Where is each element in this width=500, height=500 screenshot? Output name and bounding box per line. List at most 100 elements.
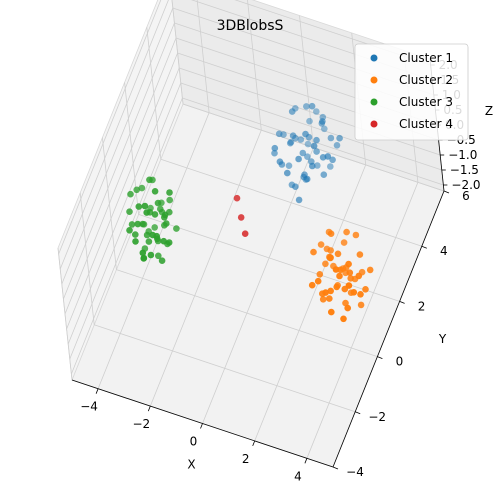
data-point-cluster-1: [297, 136, 305, 143]
x-tick-label: −4: [80, 400, 98, 414]
data-point-cluster-1: [313, 148, 320, 155]
z-axis-label: Z: [485, 104, 493, 118]
y-tick-label: 2: [418, 299, 426, 313]
grid-line-z-side: [64, 37, 177, 315]
grid-line-z-side: [67, 67, 180, 345]
data-point-cluster-2: [345, 260, 352, 268]
y-tick-mark: [399, 301, 405, 304]
data-point-cluster-1: [284, 169, 291, 177]
data-point-cluster-1: [299, 149, 307, 157]
data-point-cluster-4: [241, 230, 249, 237]
data-point-cluster-1: [320, 171, 328, 178]
data-point-cluster-3: [149, 231, 156, 239]
grid-line-z-back: [179, 67, 441, 156]
data-point-cluster-3: [151, 211, 159, 218]
data-point-cluster-3: [132, 238, 139, 245]
grid-line-x-floor: [97, 112, 210, 389]
grid-line-z-side: [70, 97, 183, 375]
data-point-cluster-1: [292, 183, 299, 190]
data-point-cluster-1: [303, 175, 311, 183]
data-point-cluster-2: [357, 301, 365, 309]
grid-line-y-floor: [94, 324, 356, 413]
data-point-cluster-1: [302, 130, 309, 138]
data-point-cluster-3: [128, 221, 136, 228]
data-point-cluster-1: [275, 130, 283, 138]
data-point-cluster-3: [157, 205, 164, 213]
data-point-cluster-3: [145, 238, 153, 245]
data-point-cluster-1: [336, 134, 343, 142]
data-point-cluster-1: [287, 139, 294, 147]
data-point-cluster-1: [304, 140, 312, 148]
x-axis-label: X: [187, 458, 195, 472]
grid-line-z-side: [63, 22, 175, 300]
data-point-cluster-2: [308, 281, 316, 289]
data-point-cluster-1: [313, 108, 320, 115]
data-point-cluster-1: [327, 134, 335, 142]
data-point-cluster-1: [271, 149, 278, 157]
data-point-cluster-2: [322, 289, 329, 296]
grid-line-z-side: [61, 7, 174, 285]
x-tick-mark: [200, 423, 203, 429]
data-point-cluster-2: [342, 299, 349, 307]
y-tick-label: −2: [368, 410, 386, 424]
data-point-cluster-1: [324, 153, 332, 160]
data-point-cluster-2: [340, 239, 348, 246]
y-tick-mark: [421, 245, 427, 249]
grid-line-z-side: [58, 0, 162, 255]
x-tick-label: 4: [294, 469, 302, 483]
data-point-cluster-3: [139, 220, 146, 228]
chart-title: 3DBlobsS: [217, 18, 284, 34]
data-point-cluster-1: [295, 196, 303, 204]
data-point-cluster-3: [143, 231, 151, 239]
data-point-cluster-3: [151, 188, 159, 195]
data-point-cluster-1: [314, 162, 321, 169]
grid-line-y-floor: [116, 269, 378, 357]
y-tick-mark: [377, 356, 383, 359]
grid-line-z-side: [59, 0, 169, 270]
legend-marker: [370, 98, 378, 106]
data-point-cluster-3: [163, 220, 170, 227]
x-tick-mark: [147, 405, 151, 412]
data-point-cluster-3: [161, 211, 169, 219]
data-point-cluster-1: [304, 153, 311, 160]
data-point-cluster-2: [314, 277, 322, 285]
grid-line-z-side: [69, 82, 182, 360]
data-point-cluster-2: [346, 269, 354, 277]
data-point-cluster-2: [319, 296, 327, 303]
z-tick-label: −1.0: [448, 148, 477, 162]
data-point-cluster-2: [362, 286, 369, 293]
y-tick-mark: [355, 411, 361, 415]
data-point-cluster-1: [306, 117, 313, 125]
z-tick-label: −2.0: [451, 178, 480, 192]
data-point-cluster-3: [126, 208, 133, 215]
data-point-cluster-2: [356, 251, 364, 258]
data-point-cluster-2: [327, 254, 334, 262]
data-point-cluster-3: [173, 225, 180, 232]
data-point-cluster-3: [151, 224, 158, 231]
x-tick-mark: [304, 458, 308, 464]
data-point-cluster-2: [332, 266, 340, 273]
data-point-cluster-1: [285, 162, 293, 169]
grid-line-x-floor: [149, 129, 262, 407]
data-point-cluster-1: [309, 162, 316, 170]
data-point-cluster-1: [327, 163, 334, 170]
grid-line-z-back: [180, 82, 442, 171]
data-point-cluster-1: [303, 103, 310, 110]
y-tick-label: 0: [396, 355, 404, 369]
data-point-cluster-2: [310, 248, 317, 256]
data-point-cluster-3: [138, 184, 146, 192]
data-point-cluster-2: [350, 289, 358, 296]
data-points: [126, 102, 374, 323]
data-point-cluster-1: [295, 155, 302, 163]
data-point-cluster-3: [158, 257, 166, 265]
legend-label: Cluster 4: [399, 117, 453, 131]
data-point-cluster-3: [127, 190, 134, 198]
data-point-cluster-1: [288, 108, 296, 115]
data-point-cluster-2: [345, 282, 353, 289]
grid-line-x-floor: [306, 182, 419, 459]
data-point-cluster-4: [233, 194, 241, 202]
y-tick-mark: [332, 466, 339, 470]
data-point-cluster-1: [308, 102, 316, 110]
data-point-cluster-1: [276, 158, 284, 165]
